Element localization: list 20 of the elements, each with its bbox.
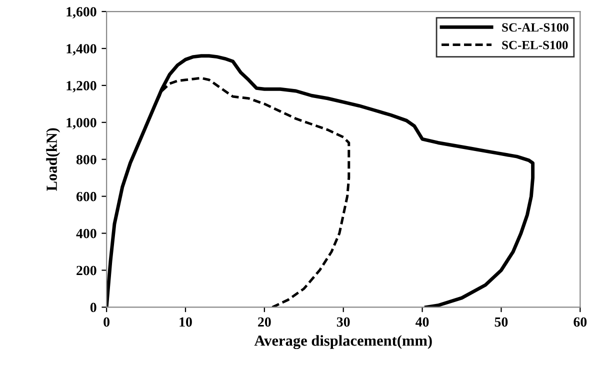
x-tick-label: 0 <box>104 317 110 327</box>
y-tick-label: 1,600 <box>66 7 96 18</box>
x-tick-label: 50 <box>494 317 508 327</box>
legend-label: SC-EL-S100 <box>502 40 568 50</box>
y-tick-label: 200 <box>76 266 96 276</box>
x-tick-label: 60 <box>574 317 587 327</box>
x-tick-label: 30 <box>336 317 350 327</box>
x-axis-title: Average displacement(mm) <box>254 335 432 350</box>
y-tick-label: 400 <box>76 228 96 238</box>
y-tick-label: 0 <box>90 302 96 312</box>
legend-label: SC-AL-S100 <box>502 23 568 32</box>
y-axis-title: Load(kN) <box>46 128 60 191</box>
x-tick-label: 10 <box>180 317 192 327</box>
y-tick-label: 1,000 <box>66 118 96 130</box>
y-tick-label: 800 <box>76 154 96 164</box>
x-tick-label: 40 <box>416 317 429 327</box>
y-tick-label: 600 <box>76 192 96 202</box>
y-tick-label: 1,400 <box>66 44 96 56</box>
y-tick-label: 1,200 <box>66 81 96 92</box>
x-tick-label: 20 <box>258 317 271 327</box>
